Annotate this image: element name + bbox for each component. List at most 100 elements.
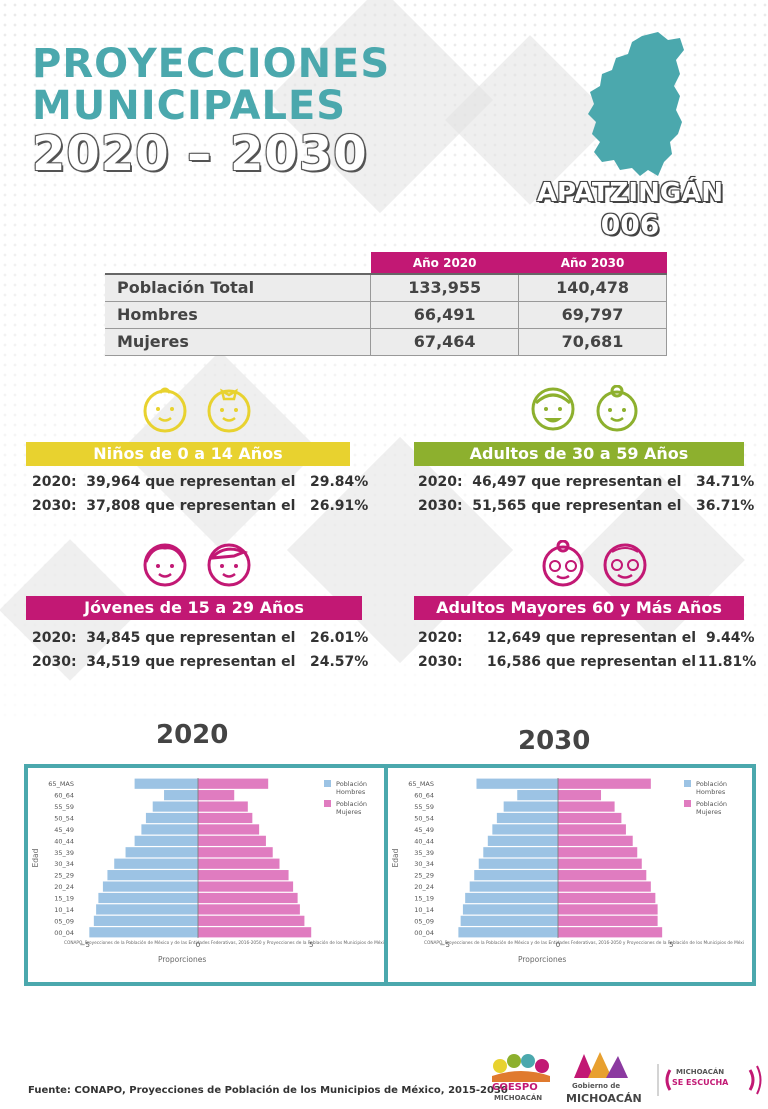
source-note-chart: CONAPO. Proyecciones de la Población de … (64, 940, 384, 945)
age-tick-label: 60_64 (54, 792, 74, 800)
stat-jovenes-2020: 2020: 34,845 que representan el 26.01% (32, 630, 368, 646)
gobierno-logo-subtext: MICHOACÁN (566, 1092, 642, 1105)
x-tick-label: 0 (556, 941, 560, 949)
stat-percent: 24.57% (310, 654, 369, 670)
legend-swatch (684, 800, 691, 807)
x-tick-label: 0 (196, 941, 200, 949)
cell-2020: 67,464 (370, 328, 520, 356)
age-tick-label: 00_04 (414, 929, 434, 937)
cell-2030: 70,681 (518, 328, 667, 356)
col-2030: Año 2030 (518, 252, 667, 274)
chart-title-2020: 2020 (156, 720, 229, 750)
bar-mujeres (198, 915, 305, 926)
stat-line: 2030: 51,565 que representan el (418, 498, 682, 514)
bar-hombres (462, 904, 558, 915)
stat-percent: 26.01% (310, 630, 369, 646)
age-tick-label: 65_MAS (408, 780, 434, 788)
gobierno-logo-text: Gobierno de (572, 1082, 621, 1090)
elderly-woman-face-icon (542, 540, 584, 587)
col-2020: Año 2020 (370, 252, 519, 274)
municipality-code: 006 (600, 208, 660, 241)
bar-hombres (517, 790, 558, 801)
stat-adultos-2030: 2030: 51,565 que representan el 36.71% (418, 498, 754, 514)
cell-2020: 66,491 (370, 301, 520, 329)
age-tick-label: 55_59 (54, 803, 74, 811)
x-axis-label: Proporciones (518, 955, 566, 964)
legend-label: Mujeres (336, 808, 362, 816)
bar-mujeres (558, 801, 615, 812)
bar-hombres (98, 892, 198, 904)
age-tick-label: 30_34 (414, 860, 434, 868)
x-tick-label: −5 (440, 941, 450, 949)
bar-hombres (145, 812, 198, 824)
bar-mujeres (198, 778, 269, 789)
gobierno-michoacan-logo (574, 1052, 628, 1078)
x-axis-label: Proporciones (158, 955, 206, 964)
bar-hombres (476, 778, 558, 789)
bar-mujeres (558, 847, 638, 858)
age-tick-label: 05_09 (54, 917, 74, 925)
age-tick-label: 40_44 (414, 837, 434, 845)
age-tick-label: 10_14 (414, 906, 434, 914)
stat-percent: 29.84% (310, 474, 369, 490)
legend-label: Mujeres (696, 808, 722, 816)
y-axis-label: Edad (31, 848, 40, 867)
cell-2030: 69,797 (518, 301, 667, 329)
age-tick-label: 15_19 (414, 895, 434, 903)
legend-label: Hombres (696, 788, 726, 796)
stat-jovenes-2030: 2030: 34,519 que representan el 24.57% (32, 654, 368, 670)
row-label: Mujeres (105, 328, 372, 356)
age-tick-label: 45_49 (414, 826, 434, 834)
stat-line: 2030: 16,586 que representan el (418, 654, 697, 670)
coespo-logo (492, 1054, 550, 1082)
title-years: 2020 – 2030 (32, 126, 368, 182)
cell-2020: 133,955 (370, 273, 520, 302)
band-ninos: Niños de 0 a 14 Años (26, 442, 350, 466)
coespo-logo-text: COESPO (492, 1082, 538, 1093)
band-adultos: Adultos de 30 a 59 Años (414, 442, 744, 466)
source-note-chart: CONAPO. Proyecciones de la Población de … (424, 940, 744, 945)
bar-mujeres (558, 892, 656, 904)
stat-adultos-2020: 2020: 46,497 que representan el 34.71% (418, 474, 754, 490)
bar-hombres (469, 881, 558, 892)
legend-label: Hombres (336, 788, 366, 796)
legend-label: Población (696, 780, 727, 788)
bar-mujeres (198, 824, 260, 835)
table-row: Población Total 133,955 140,478 (105, 273, 667, 302)
x-tick-label: −5 (80, 941, 90, 949)
elderly-man-face-icon (603, 543, 647, 587)
x-tick-label: 5 (669, 941, 673, 949)
stat-percent: 9.44% (706, 630, 755, 646)
bar-mujeres (558, 778, 651, 789)
bar-hombres (107, 870, 198, 881)
municipality-name: APATZINGÁN (536, 178, 724, 208)
bar-hombres (474, 870, 558, 881)
stat-line: 2020: 34,845 que representan el (32, 630, 296, 646)
legend-label: Población (336, 780, 367, 788)
bar-mujeres (198, 881, 294, 892)
age-tick-label: 25_29 (414, 872, 434, 880)
bar-hombres (141, 824, 198, 835)
baby-face-icon (143, 387, 187, 433)
age-tick-label: 00_04 (54, 929, 74, 937)
michoacan-escucha-text: MICHOACÁN (676, 1068, 725, 1076)
sound-waves-icon (657, 1064, 762, 1096)
bar-mujeres (198, 801, 248, 812)
age-tick-label: 35_39 (54, 849, 74, 857)
x-tick-label: 5 (309, 941, 313, 949)
band-mayores: Adultos Mayores 60 y Más Años (414, 596, 744, 620)
bar-hombres (96, 904, 198, 915)
bar-hombres (478, 858, 558, 869)
bar-hombres (102, 881, 198, 892)
legend-swatch (324, 780, 331, 787)
age-tick-label: 50_54 (414, 815, 434, 823)
stat-line: 2030: 34,519 que representan el (32, 654, 296, 670)
bar-mujeres (558, 915, 658, 926)
legend-swatch (684, 780, 691, 787)
bar-hombres (164, 790, 198, 801)
michoacan-escucha-subtext: SE ESCUCHA (672, 1078, 729, 1087)
title-line-2: MUNICIPALES (32, 83, 347, 129)
bar-mujeres (558, 824, 626, 835)
pyramid-chart-2030: 00_04 05_09 10_14 15_19 20_24 25_29 30_34 35_39… (391, 778, 744, 964)
band-jovenes: Jóvenes de 15 a 29 Años (26, 596, 362, 620)
